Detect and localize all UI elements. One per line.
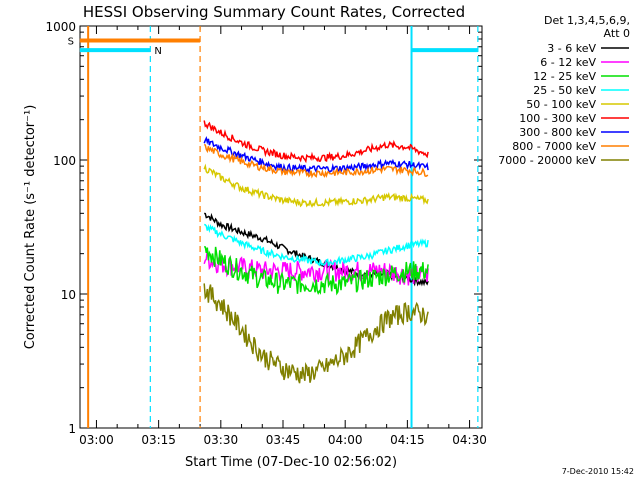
x-tick-label: 03:15 (141, 433, 176, 447)
series-line-50-100keV (203, 163, 429, 208)
legend-item-label: 7000 - 20000 keV (498, 154, 596, 167)
legend-item-label: 6 - 12 keV (540, 56, 596, 69)
y-tick-label: 1000 (45, 20, 76, 34)
series-line-25-50keV (204, 223, 429, 267)
legend-item-label: 12 - 25 keV (533, 70, 596, 83)
y-tick-label: 100 (53, 154, 76, 168)
y-axis-label: Corrected Count Rate (s⁻¹ detector⁻¹) (23, 105, 38, 350)
legend-item-label: 100 - 300 keV (519, 112, 596, 125)
chart-title: HESSI Observing Summary Count Rates, Cor… (83, 3, 465, 21)
series-line-6-12keV (203, 249, 429, 286)
series-line-12-25keV (203, 245, 429, 296)
x-tick-label: 03:30 (204, 433, 239, 447)
legend-item-label: 25 - 50 keV (533, 84, 596, 97)
y-tick-label: 10 (61, 288, 76, 302)
timestamp: 7-Dec-2010 15:42 (562, 467, 634, 476)
legend-header-line: Att 0 (604, 27, 630, 40)
series-line-7000-20000keV (203, 283, 429, 384)
legend-item-label: 50 - 100 keV (526, 98, 596, 111)
x-axis-label: Start Time (07-Dec-10 02:56:02) (185, 455, 397, 470)
x-tick-label: 04:30 (452, 433, 487, 447)
legend-item-label: 300 - 800 keV (519, 126, 596, 139)
y-tick-label: 1 (68, 422, 76, 436)
legend-header-line: Det 1,3,4,5,6,9, (544, 14, 630, 27)
plot-area: 03:00 03:15 03:30 03:45 04:00 04:15 04:30 1 10 10… (23, 20, 487, 470)
x-tick-label: 03:00 (79, 433, 114, 447)
plot-frame (79, 25, 483, 429)
series-line-800-7000keV (203, 143, 429, 179)
legend-item-label: 800 - 7000 keV (512, 140, 596, 153)
annotation-label: S (68, 36, 74, 47)
x-tick-label: 04:00 (328, 433, 363, 447)
annotation-label: N (154, 46, 161, 57)
x-tick-label: 04:15 (390, 433, 425, 447)
x-tick-label: 03:45 (266, 433, 301, 447)
series-line-100-300keV (203, 120, 429, 164)
legend-item-label: 3 - 6 keV (547, 42, 596, 55)
